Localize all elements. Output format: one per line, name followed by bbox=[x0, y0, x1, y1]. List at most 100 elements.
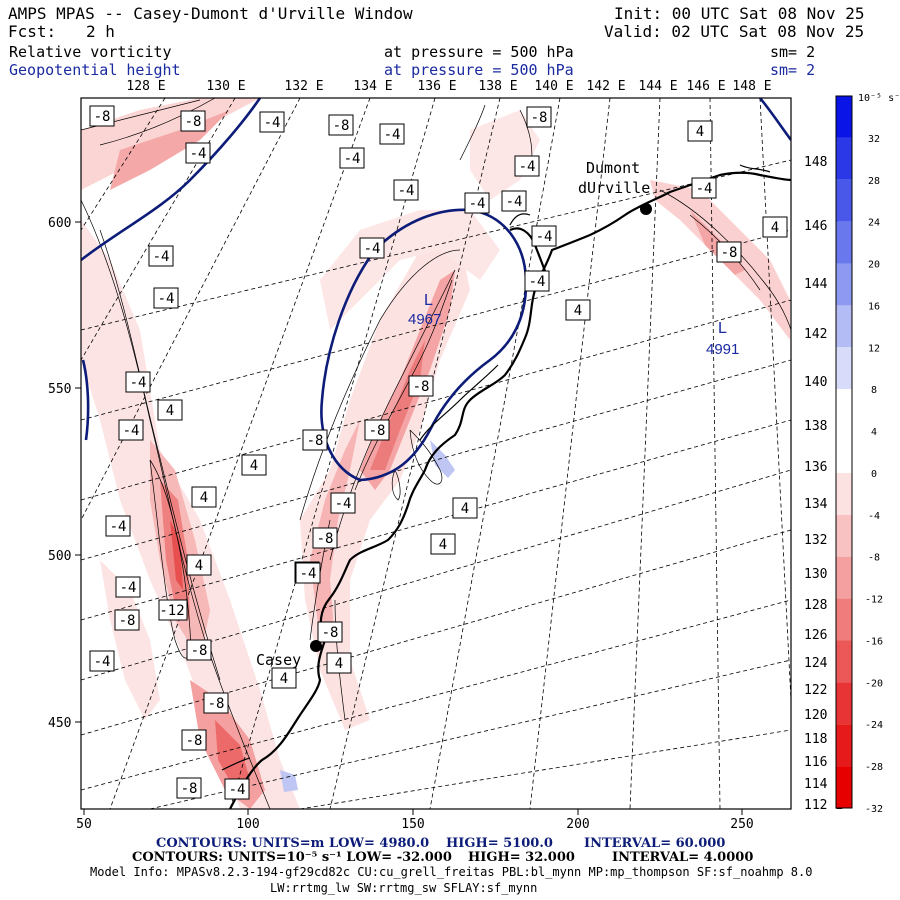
low-value-1: 4967 bbox=[408, 311, 441, 328]
colorbar-frame bbox=[835, 95, 853, 809]
x-tick: 50 bbox=[76, 817, 92, 832]
vort-label-text: -4 bbox=[120, 580, 137, 596]
vort-label-text: -4 bbox=[364, 241, 381, 257]
vort-label-text: -8 bbox=[307, 433, 324, 449]
vort-label: -8 bbox=[203, 692, 229, 714]
vort-label-text: 4 bbox=[335, 656, 343, 672]
vort-label-text: 4 bbox=[439, 537, 447, 553]
lon-label-right: 122 E bbox=[804, 683, 843, 698]
colorbar-label: -16 bbox=[865, 636, 883, 647]
vort-label-text: -4 bbox=[190, 146, 207, 162]
colorbar-label: 20 bbox=[868, 260, 880, 271]
vort-label: -8 bbox=[180, 110, 206, 132]
vort-label: 4 bbox=[452, 497, 478, 519]
lon-label-top: 134 E bbox=[353, 79, 392, 94]
colorbar-label: 28 bbox=[868, 176, 880, 187]
colorbar-label: -4 bbox=[868, 511, 880, 522]
vort-label: 4 bbox=[271, 667, 297, 689]
colorbar-label: -24 bbox=[865, 720, 883, 731]
vort-label: -8 bbox=[89, 105, 115, 127]
vort-label-text: -8 bbox=[413, 379, 430, 395]
top-lon-labels: 128 E 130 E 132 E 134 E 136 E 138 E 140 … bbox=[126, 79, 771, 94]
vort-label-text: -8 bbox=[186, 733, 203, 749]
vort-label: -4 bbox=[379, 123, 405, 145]
vort-label-text: -8 bbox=[208, 696, 225, 712]
field2-smoothing: sm= 2 bbox=[770, 61, 816, 79]
vort-label: 4 bbox=[762, 216, 788, 238]
colorbar-swatch bbox=[836, 724, 852, 767]
lon-label-top: 138 E bbox=[478, 79, 517, 94]
station-marker-casey bbox=[310, 640, 322, 652]
lon-label-right: 124 E bbox=[804, 656, 843, 671]
vort-label: -8 bbox=[186, 639, 212, 661]
forecast-label: Fcst: bbox=[8, 22, 57, 41]
vort-label-text: -8 bbox=[94, 109, 111, 125]
low-value-2: 4991 bbox=[706, 341, 739, 358]
low-marker-2: L bbox=[718, 320, 727, 337]
vort-label-text: 4 bbox=[166, 403, 174, 419]
colorbar-swatch bbox=[836, 682, 852, 725]
lon-label-right: 112 E bbox=[804, 798, 843, 813]
footer-physics-info: LW:rrtmg_lw SW:rrtmg_sw SFLAY:sf_mynn bbox=[270, 881, 538, 895]
colorbar-label: -12 bbox=[865, 595, 883, 606]
colorbar-label: 24 bbox=[868, 218, 880, 229]
vort-label: -4 bbox=[295, 562, 321, 584]
vort-label-text: -4 bbox=[384, 127, 401, 143]
vort-label-text: 4 bbox=[250, 458, 258, 474]
vort-label-text: -4 bbox=[110, 519, 127, 535]
vort-label: 4 bbox=[430, 533, 456, 555]
lon-label-right: 120 E bbox=[804, 708, 843, 723]
lon-label-right: 130 E bbox=[804, 567, 843, 582]
y-tick: 500 bbox=[48, 549, 71, 564]
vorticity-labels: -8 -8 -4 -8 -4 -4 -8 -4 -4 4 -4 -4 -4 4 … bbox=[89, 105, 788, 800]
vort-label: 4 bbox=[565, 299, 591, 321]
lon-label-right: 148 E bbox=[804, 155, 843, 170]
vort-label-text: -4 bbox=[153, 249, 170, 265]
colorbar-label: 0 bbox=[871, 469, 877, 480]
vort-label: -4 bbox=[259, 111, 285, 133]
vort-label-text: -4 bbox=[519, 159, 536, 175]
vort-label-text: -4 bbox=[398, 183, 415, 199]
vort-label-text: 4 bbox=[280, 671, 288, 687]
lon-label-right: 146 E bbox=[804, 219, 843, 234]
vort-label-text: -8 bbox=[317, 531, 334, 547]
vort-label: -8 bbox=[302, 429, 328, 451]
vort-label: -8 bbox=[716, 241, 742, 263]
colorbar-swatch bbox=[836, 221, 852, 264]
colorbar-label: -20 bbox=[865, 678, 883, 689]
y-tick: 550 bbox=[48, 382, 71, 397]
field1-level: at pressure = 500 hPa bbox=[384, 43, 574, 61]
graticule bbox=[81, 98, 791, 809]
colorbar-swatch bbox=[836, 305, 852, 348]
station-marker-dumont bbox=[640, 203, 652, 215]
colorbar-unit: 10⁻⁵ s⁻¹ bbox=[858, 93, 900, 104]
vort-label-text: 4 bbox=[200, 490, 208, 506]
vort-label: -4 bbox=[330, 492, 356, 514]
vort-label-text: -4 bbox=[469, 196, 486, 212]
colorbar-swatch bbox=[836, 96, 852, 138]
vort-label-text: -4 bbox=[529, 274, 546, 290]
footer-model-info: Model Info: MPASv8.2.3-194-gf29cd82c CU:… bbox=[90, 865, 813, 879]
vort-label-text: -8 bbox=[531, 110, 548, 126]
vort-label: -4 bbox=[115, 576, 141, 598]
vort-label-text: -8 bbox=[369, 423, 386, 439]
lon-label-right: 144 E bbox=[804, 277, 843, 292]
init-time: Init: 00 UTC Sat 08 Nov 25 bbox=[614, 4, 865, 23]
vort-label-text: 4 bbox=[771, 220, 779, 236]
vort-label: -4 bbox=[339, 147, 365, 169]
lon-label-top: 128 E bbox=[126, 79, 165, 94]
vort-label: -4 bbox=[524, 270, 550, 292]
footer-vorticity-interval: INTERVAL= 4.0000 bbox=[612, 850, 754, 865]
valid-time: Valid: 02 UTC Sat 08 Nov 25 bbox=[604, 22, 865, 41]
colorbar-swatch bbox=[836, 472, 852, 515]
vort-label: 4 bbox=[191, 486, 217, 508]
lon-label-right: 128 E bbox=[804, 598, 843, 613]
lon-label-right: 142 E bbox=[804, 327, 843, 342]
vort-label-text: 4 bbox=[574, 303, 582, 319]
vort-label-text: -12 bbox=[159, 603, 184, 619]
vort-label-text: -8 bbox=[181, 781, 198, 797]
axis-ticks: 50 100 150 200 250 600 550 500 450 bbox=[48, 216, 754, 832]
lon-label-top: 146 E bbox=[686, 79, 725, 94]
vort-label-text: -4 bbox=[300, 566, 317, 582]
field2-name: Geopotential height bbox=[9, 61, 181, 79]
